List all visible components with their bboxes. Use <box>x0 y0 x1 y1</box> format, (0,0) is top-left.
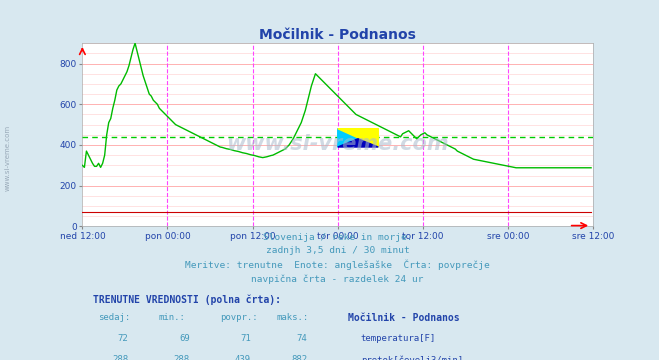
Text: 74: 74 <box>297 334 307 343</box>
Text: 69: 69 <box>179 334 190 343</box>
Polygon shape <box>337 129 378 147</box>
FancyBboxPatch shape <box>343 344 354 360</box>
Text: sedaj:: sedaj: <box>98 314 130 323</box>
Text: 72: 72 <box>117 334 129 343</box>
Text: www.si-vreme.com: www.si-vreme.com <box>227 134 449 154</box>
FancyBboxPatch shape <box>343 323 354 339</box>
Text: temperatura[F]: temperatura[F] <box>360 334 436 343</box>
Text: 882: 882 <box>291 355 307 360</box>
Text: min.:: min.: <box>159 314 186 323</box>
Text: TRENUTNE VREDNOSTI (polna črta):: TRENUTNE VREDNOSTI (polna črta): <box>92 294 281 305</box>
Text: Močilnik - Podnanos: Močilnik - Podnanos <box>348 314 459 323</box>
Polygon shape <box>337 139 378 147</box>
Text: povpr.:: povpr.: <box>220 314 258 323</box>
Text: 288: 288 <box>112 355 129 360</box>
Text: pretok[čevelj3/min]: pretok[čevelj3/min] <box>360 355 463 360</box>
Polygon shape <box>337 129 378 147</box>
Title: Močilnik - Podnanos: Močilnik - Podnanos <box>259 28 416 42</box>
Text: www.si-vreme.com: www.si-vreme.com <box>5 125 11 192</box>
Text: Slovenija / reke in morje.
zadnjh 3,5 dni / 30 minut
Meritve: trenutne  Enote: a: Slovenija / reke in morje. zadnjh 3,5 dn… <box>185 233 490 284</box>
Text: 288: 288 <box>173 355 190 360</box>
Text: 71: 71 <box>240 334 251 343</box>
Text: 439: 439 <box>235 355 251 360</box>
Text: maks.:: maks.: <box>277 314 308 323</box>
